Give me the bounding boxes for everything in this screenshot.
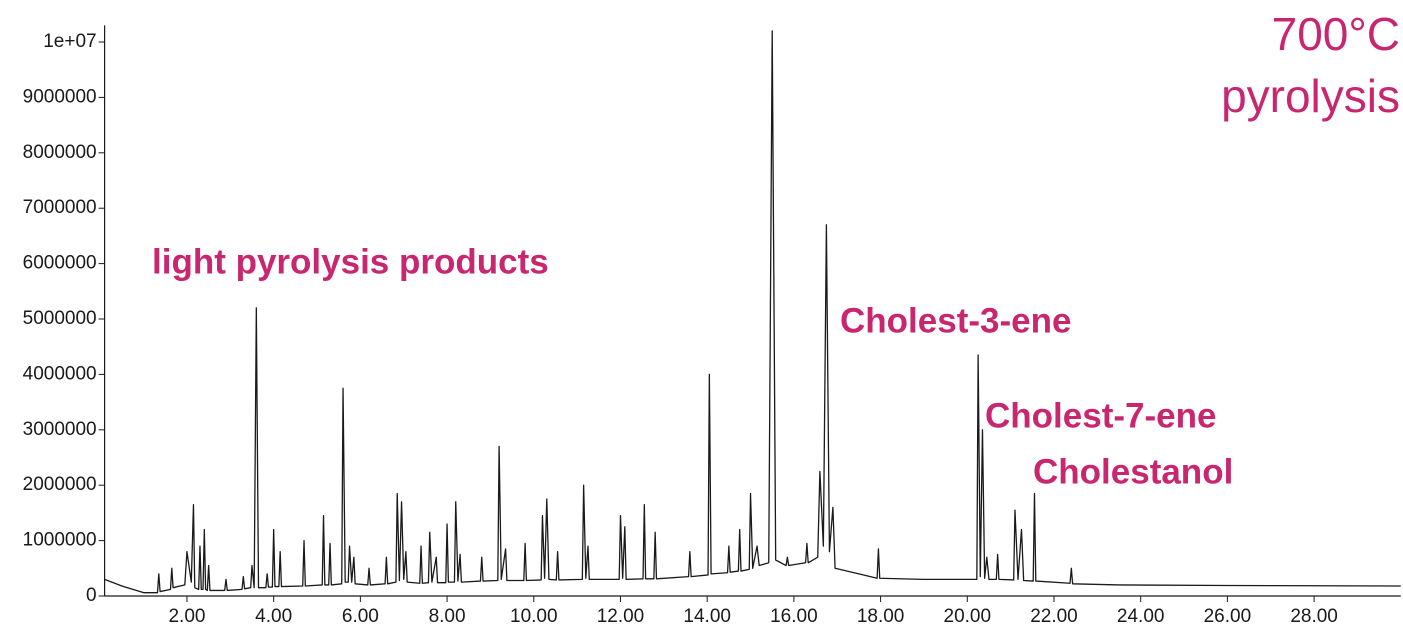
x-tick-label: 24.00 [1117, 606, 1165, 627]
chromatogram-line [104, 30, 1401, 594]
y-tick-label: 6000000 [23, 253, 97, 274]
x-tick-label: 28.00 [1290, 606, 1338, 627]
x-tick-label: 16.00 [770, 606, 818, 627]
x-tick-label: 12.00 [597, 606, 645, 627]
y-tick-label: 3000000 [23, 419, 97, 440]
y-tick-label: 5000000 [23, 308, 97, 329]
x-tick-label: 14.00 [683, 606, 731, 627]
x-tick-label: 6.00 [342, 606, 379, 627]
y-tick-label: 0 [86, 585, 97, 606]
x-tick-label: 26.00 [1204, 606, 1252, 627]
x-tick-label: 2.00 [168, 606, 205, 627]
chart-title: pyrolysis [1221, 70, 1400, 122]
annotation: light pyrolysis products [152, 242, 549, 281]
x-tick-label: 10.00 [510, 606, 558, 627]
annotation: Cholestanol [1033, 452, 1233, 491]
y-tick-label: 7000000 [23, 197, 97, 218]
y-tick-label: 8000000 [23, 142, 97, 163]
y-tick-label: 9000000 [23, 86, 97, 107]
y-tick-label: 1000000 [23, 530, 97, 551]
annotation: Cholest-7-ene [985, 396, 1216, 435]
y-tick-label: 2000000 [23, 474, 97, 495]
x-tick-label: 22.00 [1030, 606, 1078, 627]
y-tick-label: 4000000 [23, 363, 97, 384]
x-tick-label: 20.00 [944, 606, 992, 627]
y-tick-label: 1e+07 [43, 31, 96, 52]
chart-title: 700°C [1272, 8, 1400, 60]
annotation: Cholest-3-ene [840, 301, 1071, 340]
x-tick-label: 8.00 [429, 606, 466, 627]
x-tick-label: 18.00 [857, 606, 905, 627]
x-tick-label: 4.00 [255, 606, 292, 627]
